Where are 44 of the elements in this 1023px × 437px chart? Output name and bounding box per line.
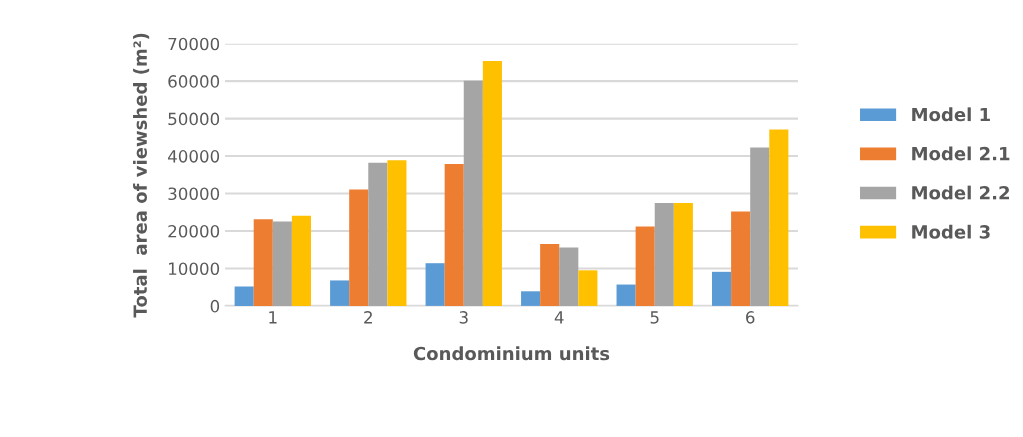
bar <box>559 247 579 306</box>
y-tick-label: 30000 <box>168 187 220 201</box>
bar <box>272 221 292 306</box>
bar <box>521 291 541 306</box>
bar <box>444 163 464 306</box>
bar <box>482 60 502 306</box>
bar <box>425 263 445 306</box>
bar <box>616 284 636 306</box>
x-axis-title: Condominium units <box>413 346 610 361</box>
bar <box>253 219 273 306</box>
bar <box>330 280 350 306</box>
legend-label: Model 1 <box>912 107 990 122</box>
x-tick-label: 3 <box>459 311 468 324</box>
bar <box>673 202 693 306</box>
y-tick-label: 40000 <box>167 150 220 163</box>
bar <box>234 286 254 306</box>
bar <box>578 270 598 306</box>
x-tick-label: 1 <box>269 311 277 324</box>
bar <box>349 189 369 306</box>
y-tick-label: 0 <box>210 299 220 313</box>
bar <box>540 244 560 306</box>
y-tick-label: 70000 <box>168 37 220 51</box>
bar <box>654 202 674 306</box>
y-tick-label: 50000 <box>168 112 220 126</box>
x-tick-label: 5 <box>650 311 659 324</box>
legend-label: Model 2.2 <box>912 185 1010 200</box>
bar <box>769 129 789 306</box>
x-tick-label: 6 <box>746 311 755 324</box>
x-tick-label: 2 <box>364 311 372 324</box>
legend-label: Model 2.1 <box>912 146 1010 161</box>
y-tick-label: 60000 <box>168 75 220 88</box>
legend-label: Model 3 <box>912 224 990 239</box>
y-axis-title: Total area of viewshed (m²) <box>133 33 150 318</box>
x-tick-label: 4 <box>554 311 564 324</box>
bar <box>291 215 311 306</box>
bar <box>387 160 407 306</box>
y-tick-label: 10000 <box>169 262 220 276</box>
bar <box>368 162 388 306</box>
bar <box>731 211 751 306</box>
bar <box>463 80 483 306</box>
bar <box>750 147 770 306</box>
bar <box>712 271 732 306</box>
bar <box>635 226 655 306</box>
y-tick-label: 20000 <box>168 224 220 238</box>
